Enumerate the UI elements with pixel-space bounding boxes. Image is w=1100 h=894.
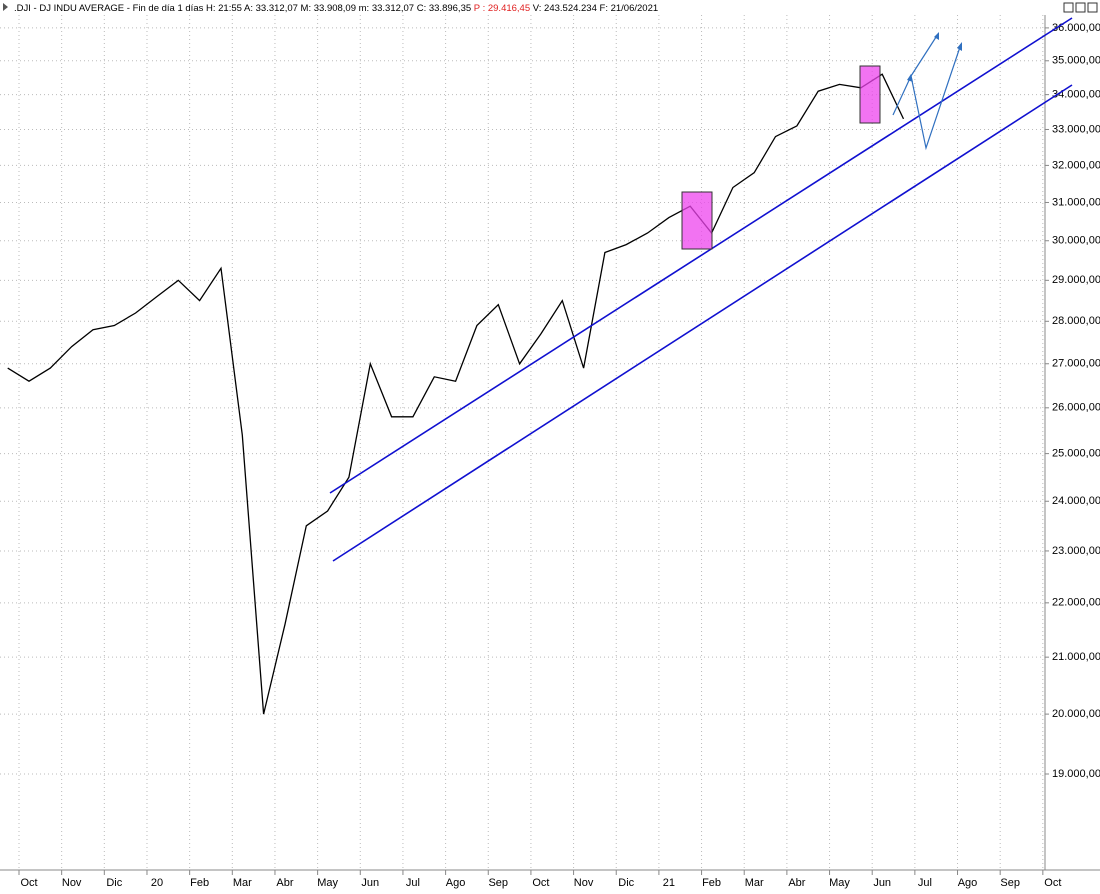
x-tick-label: Jun xyxy=(361,877,379,889)
plot-area: 19.000,00 20.000,00 21.000,00 22.000,00 23.0… xyxy=(0,15,1100,889)
menu-icon[interactable] xyxy=(3,3,8,11)
x-tick-label: Sep xyxy=(488,877,508,889)
maximize-button[interactable] xyxy=(1075,2,1086,13)
trend-line-lower xyxy=(332,84,1073,562)
y-tick-label: 22.000,00 xyxy=(1052,597,1100,609)
x-tick-label: Ago xyxy=(958,877,978,889)
x-tick-label: Oct xyxy=(532,877,549,889)
y-tick-label: 34.000,00 xyxy=(1052,89,1100,101)
title-highlight: P : 29.416,45 xyxy=(474,3,530,14)
x-tick-label: Ago xyxy=(446,877,466,889)
x-tick-label: 20 xyxy=(151,877,163,889)
y-tick-label: 20.000,00 xyxy=(1052,708,1100,720)
x-tick-label: Mar xyxy=(233,877,252,889)
x-tick-label: Oct xyxy=(1044,877,1061,889)
x-tick-label: Abr xyxy=(276,877,293,889)
y-tick-label: 30.000,00 xyxy=(1052,235,1100,247)
x-tick-label: Jul xyxy=(406,877,420,889)
minimize-button[interactable] xyxy=(1063,2,1074,13)
x-tick-label: Mar xyxy=(745,877,764,889)
projection-arrow xyxy=(910,33,939,77)
y-tick-label: 28.000,00 xyxy=(1052,315,1100,327)
title-end: V: 243.524.234 F: 21/06/2021 xyxy=(533,3,658,14)
y-tick-label: 19.000,00 xyxy=(1052,768,1100,780)
x-tick-label: 21 xyxy=(663,877,675,889)
x-tick-label: Dic xyxy=(618,877,634,889)
x-tick-label: Nov xyxy=(574,877,594,889)
close-button[interactable] xyxy=(1087,2,1098,13)
x-tick-label: Jun xyxy=(873,877,891,889)
y-tick-label: 36.000,00 xyxy=(1052,22,1100,34)
x-tick-label: Sep xyxy=(1000,877,1020,889)
title-main: .DJI - DJ INDU AVERAGE - Fin de día 1 dí… xyxy=(14,3,471,14)
projection-arrow xyxy=(892,43,962,151)
y-tick-label: 33.000,00 xyxy=(1052,123,1100,135)
trend-line-upper xyxy=(329,17,1073,494)
y-tick-label: 26.000,00 xyxy=(1052,402,1100,414)
y-tick-label: 21.000,00 xyxy=(1052,651,1100,663)
x-tick-label: Abr xyxy=(788,877,805,889)
x-tick-label: May xyxy=(317,877,338,889)
y-tick-label: 24.000,00 xyxy=(1052,495,1100,507)
y-tick-label: 35.000,00 xyxy=(1052,55,1100,67)
x-tick-label: Nov xyxy=(62,877,82,889)
x-tick-label: Jul xyxy=(918,877,932,889)
y-tick-label: 27.000,00 xyxy=(1052,358,1100,370)
x-tick-label: Oct xyxy=(20,877,37,889)
y-tick-label: 29.000,00 xyxy=(1052,274,1100,286)
chart-title: .DJI - DJ INDU AVERAGE - Fin de día 1 dí… xyxy=(14,3,658,14)
y-tick-label: 23.000,00 xyxy=(1052,545,1100,557)
y-tick-label: 25.000,00 xyxy=(1052,448,1100,460)
x-tick-label: Feb xyxy=(190,877,209,889)
y-tick-label: 32.000,00 xyxy=(1052,159,1100,171)
highlight-box xyxy=(681,191,713,250)
x-tick-label: May xyxy=(829,877,850,889)
x-tick-label: Dic xyxy=(106,877,122,889)
price-line xyxy=(7,73,905,715)
x-tick-label: Feb xyxy=(702,877,721,889)
highlight-box xyxy=(859,65,881,124)
y-tick-label: 31.000,00 xyxy=(1052,196,1100,208)
